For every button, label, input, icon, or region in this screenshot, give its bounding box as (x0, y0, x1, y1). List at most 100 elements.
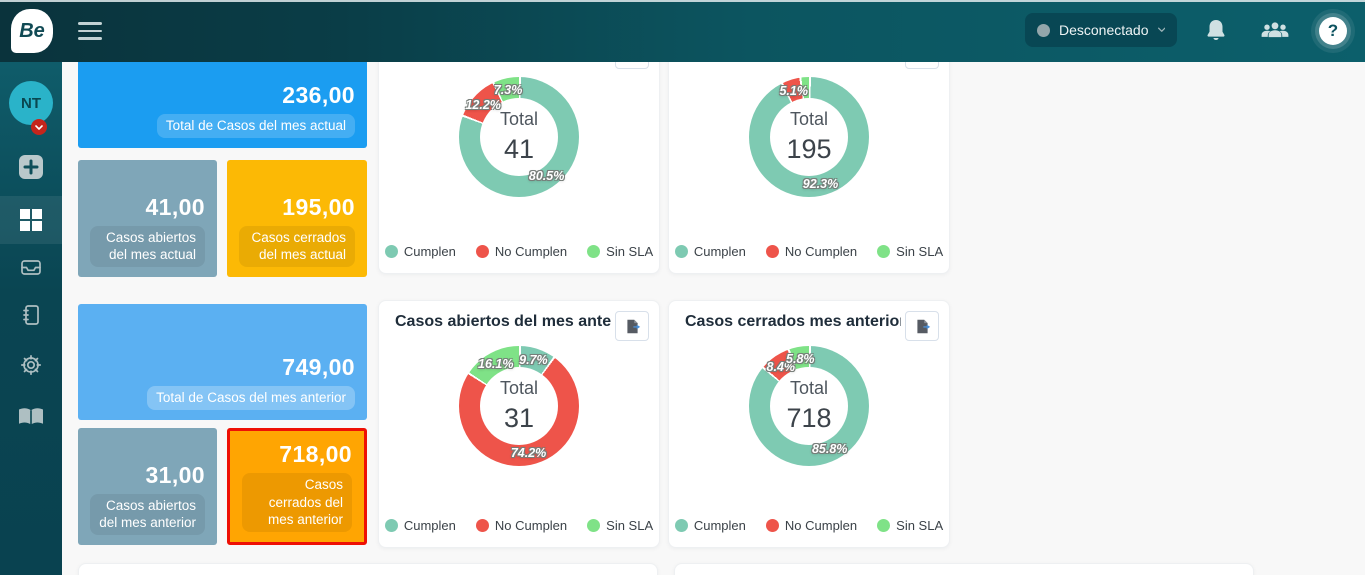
legend-dot (765, 519, 779, 532)
chart-card-sla-open-current: Total 41 80.5% 12.2% 7.3% Cumplen No Cumple… (378, 62, 660, 274)
legend-label: Cumplen (403, 244, 456, 259)
legend-dot (475, 245, 489, 258)
sidebar: NT (0, 62, 62, 575)
donut-center-label: Total (789, 378, 829, 398)
legend-item[interactable]: Cumplen (384, 518, 456, 533)
app-logo[interactable]: Be (11, 9, 53, 53)
user-avatar[interactable]: NT (9, 81, 53, 137)
chart-title: Casos abiertos del mes anterior (395, 313, 611, 330)
add-icon (19, 155, 43, 179)
export-button[interactable] (615, 311, 649, 341)
kpi-closed-current-month[interactable]: 195,00 Casos cerrados del mes actual (227, 160, 367, 277)
window-top-edge (0, 0, 1365, 2)
legend-item[interactable]: No Cumplen (765, 518, 858, 533)
donut-center-label: Total (499, 109, 539, 129)
legend-dot (877, 519, 891, 532)
export-icon (624, 62, 641, 63)
legend-item[interactable]: Sin SLA (877, 244, 943, 259)
status-label: Desconectado (1059, 22, 1149, 38)
menu-toggle-button[interactable] (78, 22, 102, 40)
legend-item[interactable]: Cumplen (674, 244, 746, 259)
legend-item[interactable]: No Cumplen (475, 518, 568, 533)
donut-total: 718 (786, 403, 832, 433)
sidebar-item-journal[interactable] (0, 291, 62, 339)
chart-card-casos-abiertos-mes-anterior: Casos abiertos del mes anterior Total 31… (378, 300, 660, 548)
legend-label: Sin SLA (606, 244, 654, 259)
donut-center-label: Total (789, 109, 829, 129)
export-icon (914, 62, 931, 63)
export-button[interactable] (905, 62, 939, 69)
notifications-button[interactable] (1204, 18, 1228, 44)
open-book-icon (19, 408, 43, 425)
slice-label: 8.4% (766, 360, 796, 375)
kpi-label: Total de Casos del mes actual (156, 114, 355, 138)
export-button[interactable] (615, 62, 649, 69)
legend-label: Sin SLA (896, 518, 944, 533)
kpi-value: 195,00 (282, 193, 355, 220)
question-mark-icon: ? (1327, 21, 1339, 40)
legend-label: Cumplen (403, 518, 456, 533)
slice-label: 92.3% (802, 176, 839, 191)
sidebar-item-add[interactable] (0, 143, 62, 191)
legend-label: Sin SLA (606, 518, 654, 533)
donut-center: Total 195 (770, 98, 848, 176)
slice-label: 74.2% (510, 446, 547, 461)
avatar-status-badge[interactable] (31, 119, 47, 135)
export-button[interactable] (905, 311, 939, 341)
donut[interactable]: Total 195 92.3% 5.1% (749, 77, 869, 197)
legend-item[interactable]: Sin SLA (877, 518, 943, 533)
legend-label: No Cumplen (784, 518, 858, 533)
gear-icon (20, 354, 42, 376)
export-icon (916, 319, 930, 333)
kpi-value: 718,00 (279, 441, 352, 468)
kpi-label: Casos abiertos del mes actual (90, 225, 205, 267)
team-button[interactable] (1259, 20, 1291, 42)
team-icon (1261, 22, 1289, 38)
kpi-value: 31,00 (145, 461, 205, 488)
slice-label: 12.2% (465, 98, 501, 113)
donut[interactable]: Total 41 80.5% 12.2% 7.3% (459, 77, 579, 197)
legend-item[interactable]: Sin SLA (587, 518, 653, 533)
legend-dot (587, 519, 601, 532)
bell-icon (1207, 20, 1225, 40)
legend-item[interactable]: No Cumplen (765, 244, 857, 259)
legend-item[interactable]: Cumplen (384, 244, 456, 259)
slice-label: 80.5% (528, 169, 565, 184)
kpi-open-previous-month[interactable]: 31,00 Casos abiertos del mes anterior (78, 428, 217, 545)
kpi-label: Casos abiertos del mes anterior (90, 493, 205, 535)
legend-item[interactable]: Sin SLA (587, 244, 653, 259)
next-row-card-right (674, 563, 1254, 575)
legend-label: No Cumplen (494, 518, 568, 533)
sidebar-item-dashboard[interactable] (0, 196, 62, 244)
slice-label: 5.8% (786, 351, 815, 366)
kpi-total-current-month[interactable]: 236,00 Total de Casos del mes actual (78, 62, 367, 148)
legend-dot (384, 245, 398, 258)
donut[interactable]: Total 718 85.8% 8.4% 5.8% (749, 346, 869, 466)
kpi-value: 749,00 (282, 354, 355, 381)
help-button[interactable]: ? (1319, 17, 1347, 45)
chart-title: Casos cerrados mes anterior (685, 313, 901, 330)
chart-card-casos-cerrados-mes-anterior: Casos cerrados mes anterior Total 718 85… (668, 300, 950, 548)
status-dropdown[interactable]: Desconectado (1025, 13, 1177, 47)
donut-center: Total 31 (480, 367, 558, 445)
sidebar-item-knowledge[interactable] (0, 393, 62, 441)
slice-label: 5.1% (779, 84, 808, 99)
kpi-closed-previous-month-highlighted[interactable]: 718,00 Casos cerrados del mes anterior (227, 428, 367, 545)
legend-label: Cumplen (693, 244, 746, 259)
app-logo-text: Be (19, 19, 45, 42)
donut[interactable]: Total 31 9.7% 74.2% 16.1% (459, 346, 579, 466)
chart-card-sla-closed-current: Total 195 92.3% 5.1% Cumplen No Cumplen Sin… (668, 62, 950, 274)
inbox-icon (21, 260, 41, 275)
legend-dot (475, 519, 489, 532)
legend-item[interactable]: No Cumplen (475, 244, 567, 259)
sidebar-item-inbox[interactable] (0, 243, 62, 291)
status-dot-icon (1037, 23, 1050, 37)
kpi-total-previous-month[interactable]: 749,00 Total de Casos del mes anterior (78, 304, 367, 420)
sidebar-item-settings[interactable] (0, 341, 62, 389)
legend-item[interactable]: Cumplen (674, 518, 746, 533)
kpi-open-current-month[interactable]: 41,00 Casos abiertos del mes actual (78, 160, 217, 277)
chart-legend: Cumplen No Cumplen Sin SLA (379, 244, 659, 259)
avatar[interactable]: NT (9, 81, 53, 125)
notebook-icon (23, 305, 39, 325)
